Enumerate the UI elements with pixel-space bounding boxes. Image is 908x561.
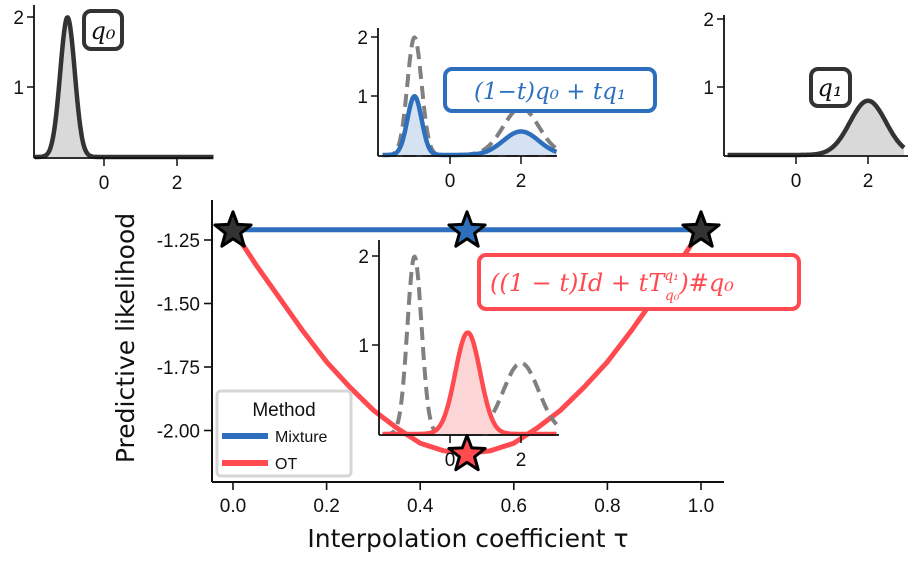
inset-x-tick-label: 2 bbox=[172, 173, 183, 194]
inset-y-tick-label: 2 bbox=[703, 10, 714, 31]
x-tick-label: 0.0 bbox=[220, 496, 246, 517]
inset-x-tick-label: 0 bbox=[445, 450, 456, 471]
density-line-dark bbox=[726, 98, 906, 158]
y-tick-label: -1.25 bbox=[157, 231, 200, 252]
label-box-mixture bbox=[443, 67, 657, 113]
inset-q1: 0 2 1 2 bbox=[703, 10, 908, 192]
star-marker bbox=[447, 433, 487, 472]
inset-x-tick-label: 0 bbox=[445, 171, 456, 192]
label-box-q1 bbox=[809, 67, 852, 108]
inset-x-tick-label: 2 bbox=[516, 450, 527, 471]
main-chart: 0.0 0.2 0.4 0.6 0.8 1.0 -1.25 -1.50 -1.75 -2.00 In… bbox=[111, 200, 724, 553]
legend-box bbox=[215, 389, 353, 478]
inset-y-tick-label: 1 bbox=[358, 336, 369, 357]
inset-y-tick-label: 2 bbox=[357, 28, 368, 49]
inset-ot: 0 2 1 2 bbox=[358, 240, 559, 471]
x-tick-label: 0.2 bbox=[313, 496, 339, 517]
density-fill-ot bbox=[382, 332, 557, 434]
y-axis-label: Predictive likelihood bbox=[111, 213, 140, 463]
density-line-mixture bbox=[381, 93, 558, 158]
label-box-ot bbox=[477, 253, 801, 311]
label-ot-main: ((1 − t)Id + tT bbox=[490, 269, 666, 297]
inset-q0: 0 2 1 2 bbox=[13, 5, 215, 194]
legend-label-ot: OT bbox=[275, 456, 297, 473]
y-tick-label: -1.75 bbox=[157, 358, 200, 379]
label-ot-sub: q₀ bbox=[665, 288, 680, 304]
inset-y-tick-label: 1 bbox=[703, 78, 714, 99]
star-marker bbox=[213, 210, 253, 248]
label-q1: q₁ bbox=[818, 74, 843, 102]
density-line-dark bbox=[35, 15, 215, 160]
inset-y-tick-label: 2 bbox=[13, 8, 24, 29]
star-marker bbox=[681, 210, 721, 248]
label-q0: q₀ bbox=[91, 17, 116, 45]
x-tick-label: 0.8 bbox=[594, 496, 620, 517]
density-line-ot bbox=[381, 330, 558, 436]
x-tick-label: 0.4 bbox=[407, 496, 434, 517]
x-axis-label: Interpolation coefficient τ bbox=[307, 524, 628, 553]
inset-y-tick-label: 2 bbox=[358, 247, 369, 268]
density-fill-dark bbox=[727, 100, 904, 155]
inset-y-tick-label: 1 bbox=[357, 87, 368, 108]
label-ot-sup: q₁ bbox=[664, 268, 679, 284]
star-marker bbox=[447, 210, 487, 248]
legend: Method Mixture OT bbox=[215, 389, 353, 478]
legend-title: Method bbox=[252, 400, 315, 421]
legend-label-mixture: Mixture bbox=[275, 429, 328, 446]
y-tick-label: -2.00 bbox=[157, 422, 200, 443]
label-ot: ((1 − t)Id + tTq₁ q₀)#q₀ bbox=[490, 268, 734, 304]
inset-x-tick-label: 0 bbox=[99, 173, 110, 194]
inset-x-tick-label: 2 bbox=[863, 171, 874, 192]
inset-x-tick-label: 2 bbox=[516, 171, 527, 192]
inset-x-tick-label: 0 bbox=[791, 171, 802, 192]
y-tick-label: -1.50 bbox=[157, 295, 200, 316]
label-ot-tail: )#q₀ bbox=[678, 269, 734, 297]
x-tick-label: 1.0 bbox=[688, 496, 714, 517]
inset-y-tick-label: 1 bbox=[13, 78, 24, 99]
label-box-q0 bbox=[82, 9, 124, 51]
label-mixture: (1−t)q₀ + tq₁ bbox=[474, 79, 626, 105]
x-tick-label: 0.6 bbox=[501, 496, 527, 517]
